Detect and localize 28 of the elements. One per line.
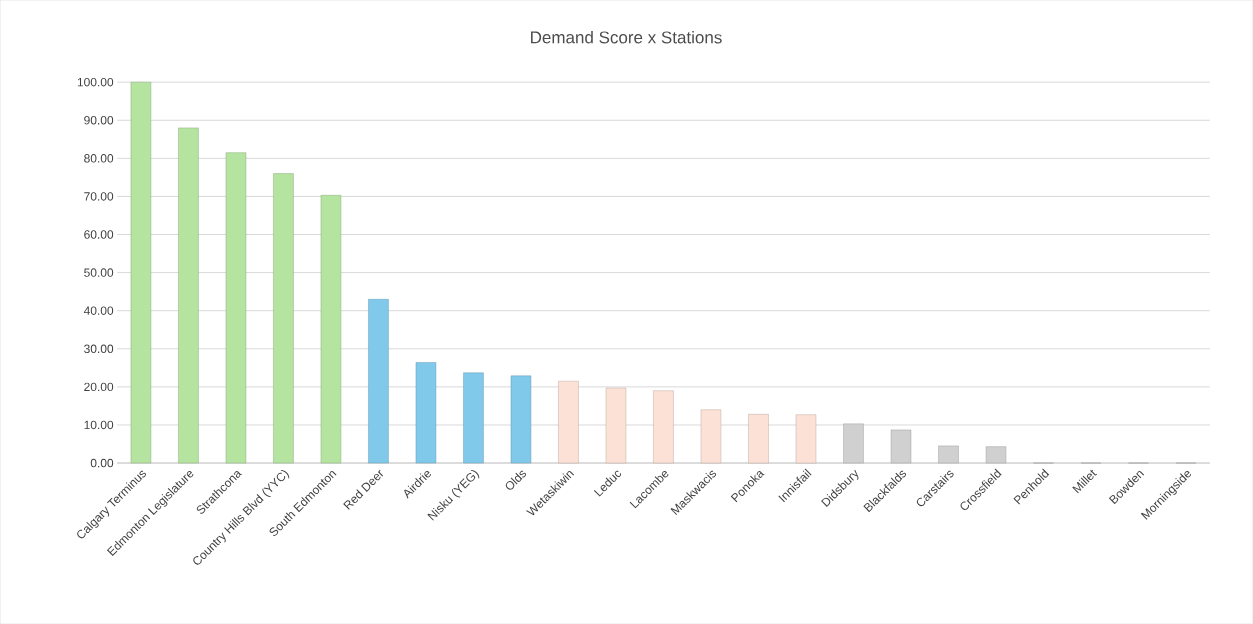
bar [415, 362, 437, 464]
y-tick-label: 0.00 [90, 458, 114, 468]
bar [225, 152, 247, 464]
y-tick-label: 50.00 [84, 268, 114, 277]
bar [748, 414, 769, 464]
y-tick-label: 100.00 [77, 77, 114, 87]
y-tick-label: 20.00 [84, 382, 114, 392]
y-tick-label: 30.00 [84, 344, 114, 353]
y-tick-label: 40.00 [83, 306, 114, 315]
bar [368, 298, 389, 464]
chart-title: Demand Score x Stations [531, 30, 722, 44]
bar [320, 194, 342, 464]
bar [510, 375, 532, 464]
bar [653, 390, 674, 464]
bar [463, 372, 484, 464]
bar [700, 409, 722, 464]
bar [795, 414, 817, 464]
y-tick-label: 80.00 [84, 154, 114, 163]
y-tick-label: 10.00 [84, 420, 114, 430]
bar [273, 173, 294, 464]
y-tick-label: 70.00 [84, 192, 114, 201]
bar [178, 127, 199, 464]
bar [130, 81, 152, 464]
bar [558, 380, 579, 464]
y-tick-label: 60.00 [84, 230, 114, 239]
y-tick-label: 90.00 [84, 115, 114, 125]
x-tick-label: Olds [505, 470, 527, 490]
bar [605, 387, 627, 464]
